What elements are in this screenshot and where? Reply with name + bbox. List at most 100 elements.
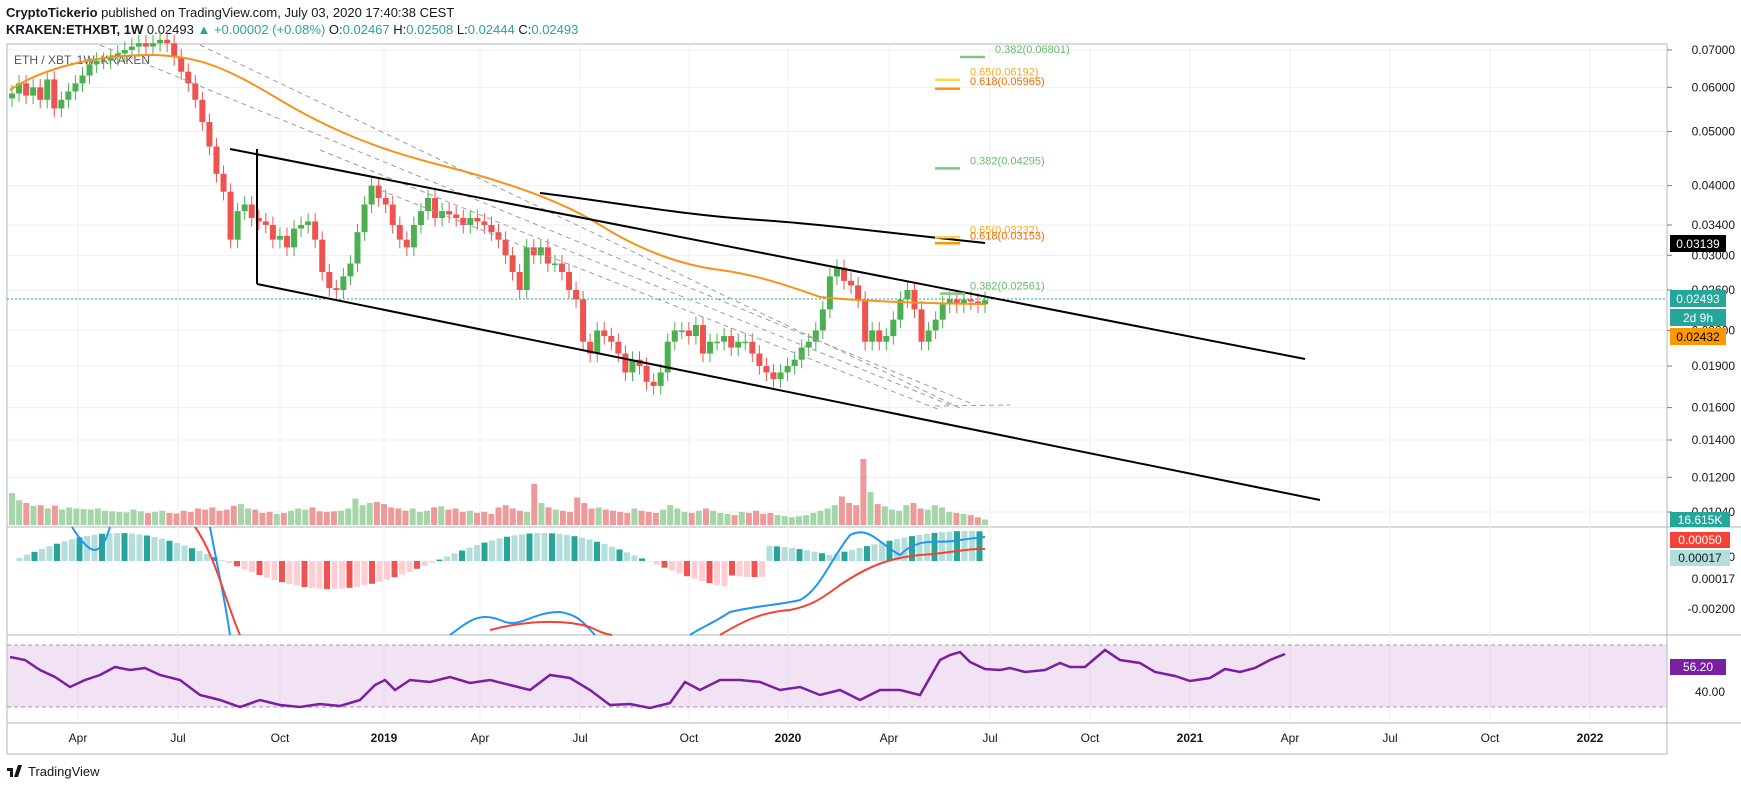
volume-bar bbox=[495, 507, 502, 525]
candle-body bbox=[819, 309, 826, 331]
macd-histogram-bar bbox=[369, 561, 375, 584]
author-name[interactable]: CryptoTickerio bbox=[6, 5, 98, 20]
macd-histogram-bar bbox=[204, 553, 210, 561]
macd-histogram-bar bbox=[901, 537, 908, 561]
volume-bar bbox=[946, 511, 953, 525]
macd-histogram-bar bbox=[691, 561, 698, 579]
candle-body bbox=[234, 211, 241, 240]
volume-bar bbox=[102, 510, 109, 525]
volume-bar bbox=[581, 503, 588, 525]
volume-bar bbox=[316, 511, 323, 525]
macd-histogram-bar bbox=[174, 543, 180, 561]
macd-histogram-bar bbox=[871, 544, 878, 561]
volume-bar bbox=[745, 512, 752, 525]
candle-body bbox=[474, 217, 481, 222]
candle-body bbox=[30, 87, 37, 96]
volume-bar bbox=[402, 510, 409, 525]
macd-histogram-bar bbox=[601, 544, 608, 561]
volume-bar bbox=[609, 510, 616, 525]
volume-bar bbox=[638, 510, 645, 525]
candle-body bbox=[424, 198, 431, 212]
candle-body bbox=[890, 319, 897, 337]
volume-bar bbox=[330, 511, 337, 525]
candle-body bbox=[142, 43, 149, 47]
macd-histogram-bar bbox=[129, 533, 135, 561]
volume-bar bbox=[939, 507, 946, 525]
macd-histogram-bar bbox=[939, 532, 945, 561]
macd-histogram-bar bbox=[196, 551, 203, 561]
volume-bar bbox=[9, 493, 15, 525]
macd-histogram-bar bbox=[226, 561, 233, 564]
candlestick-series bbox=[9, 31, 988, 395]
volume-bar bbox=[874, 504, 881, 525]
macd-histogram-bar bbox=[451, 553, 458, 561]
macd-histogram-bar bbox=[84, 535, 90, 561]
macd-histogram-bar bbox=[241, 561, 248, 570]
macd-histogram-bar bbox=[609, 546, 615, 561]
tradingview-logo-icon[interactable] bbox=[6, 764, 24, 778]
signal-line bbox=[194, 526, 986, 636]
candle-body bbox=[326, 272, 333, 289]
fibonacci-levels: 0.382(0.06801) 0.65(0.06192)0.618(0.05965… bbox=[935, 44, 1070, 295]
price-label-tag bbox=[1670, 290, 1726, 307]
macd-histogram-bar bbox=[646, 561, 653, 562]
macd-hist-label-text: 0.00017 bbox=[1678, 551, 1722, 565]
macd-histogram-bar bbox=[466, 547, 473, 561]
volume-bar bbox=[602, 509, 609, 525]
macd-histogram-bar bbox=[976, 531, 983, 561]
volume-bar bbox=[824, 508, 831, 525]
macd-histogram-bar bbox=[421, 561, 428, 566]
volume-bar bbox=[302, 509, 309, 525]
candle-body bbox=[389, 204, 396, 225]
candle-body bbox=[601, 330, 608, 337]
open-value: 0.02467 bbox=[342, 22, 390, 37]
volume-label-tag bbox=[1670, 512, 1730, 527]
volume-bar bbox=[710, 510, 717, 525]
volume-bar bbox=[867, 492, 874, 525]
candle-body bbox=[869, 330, 876, 342]
footer-brand[interactable]: TradingView bbox=[28, 764, 100, 779]
macd-histogram-bar bbox=[729, 561, 735, 576]
macd-histogram-bar bbox=[489, 540, 495, 561]
price-label-tag bbox=[1670, 235, 1726, 252]
candle-body bbox=[150, 43, 157, 47]
macd-histogram-bar bbox=[534, 533, 540, 561]
chart-header: CryptoTickerio published on TradingView.… bbox=[6, 4, 1206, 38]
macd-histogram-bar bbox=[954, 531, 960, 561]
candle-body bbox=[573, 289, 580, 300]
macd-histogram-bar bbox=[459, 550, 465, 561]
candle-body bbox=[467, 217, 474, 225]
volume-bar bbox=[452, 508, 459, 525]
candle-body bbox=[721, 336, 728, 342]
candle-body bbox=[86, 64, 93, 76]
candle-body bbox=[509, 255, 516, 273]
volume-bar bbox=[237, 504, 244, 525]
candle-body bbox=[735, 341, 742, 348]
macd-histogram-bar bbox=[91, 534, 98, 561]
time-tick-label: Jul bbox=[572, 731, 587, 745]
macd-histogram-bar bbox=[54, 543, 60, 561]
time-tick-label: Oct bbox=[1081, 731, 1100, 745]
volume-bar bbox=[760, 514, 767, 525]
price-label-tag bbox=[1670, 328, 1726, 345]
time-tick-label: Oct bbox=[1481, 731, 1500, 745]
candle-body bbox=[291, 228, 298, 248]
candle-body bbox=[594, 330, 601, 354]
volume-label-text: 16.615K bbox=[1678, 513, 1723, 527]
macd-histogram-bar bbox=[564, 534, 570, 561]
macd-histogram-bar bbox=[474, 545, 480, 561]
macd-histogram-bar bbox=[399, 561, 405, 575]
macd-histogram-bar bbox=[969, 531, 975, 561]
candle-body bbox=[925, 330, 932, 342]
macd-histogram-bar bbox=[931, 532, 938, 561]
volume-bar bbox=[295, 508, 302, 525]
macd-histogram-bar bbox=[669, 561, 675, 571]
time-tick-label: 2019 bbox=[371, 731, 398, 745]
volume-bar bbox=[359, 505, 366, 525]
macd-histogram-bar bbox=[99, 533, 105, 561]
volume-bar bbox=[195, 508, 202, 525]
candle-body bbox=[826, 276, 833, 310]
candle-body bbox=[643, 365, 650, 382]
candle-body bbox=[671, 330, 678, 342]
